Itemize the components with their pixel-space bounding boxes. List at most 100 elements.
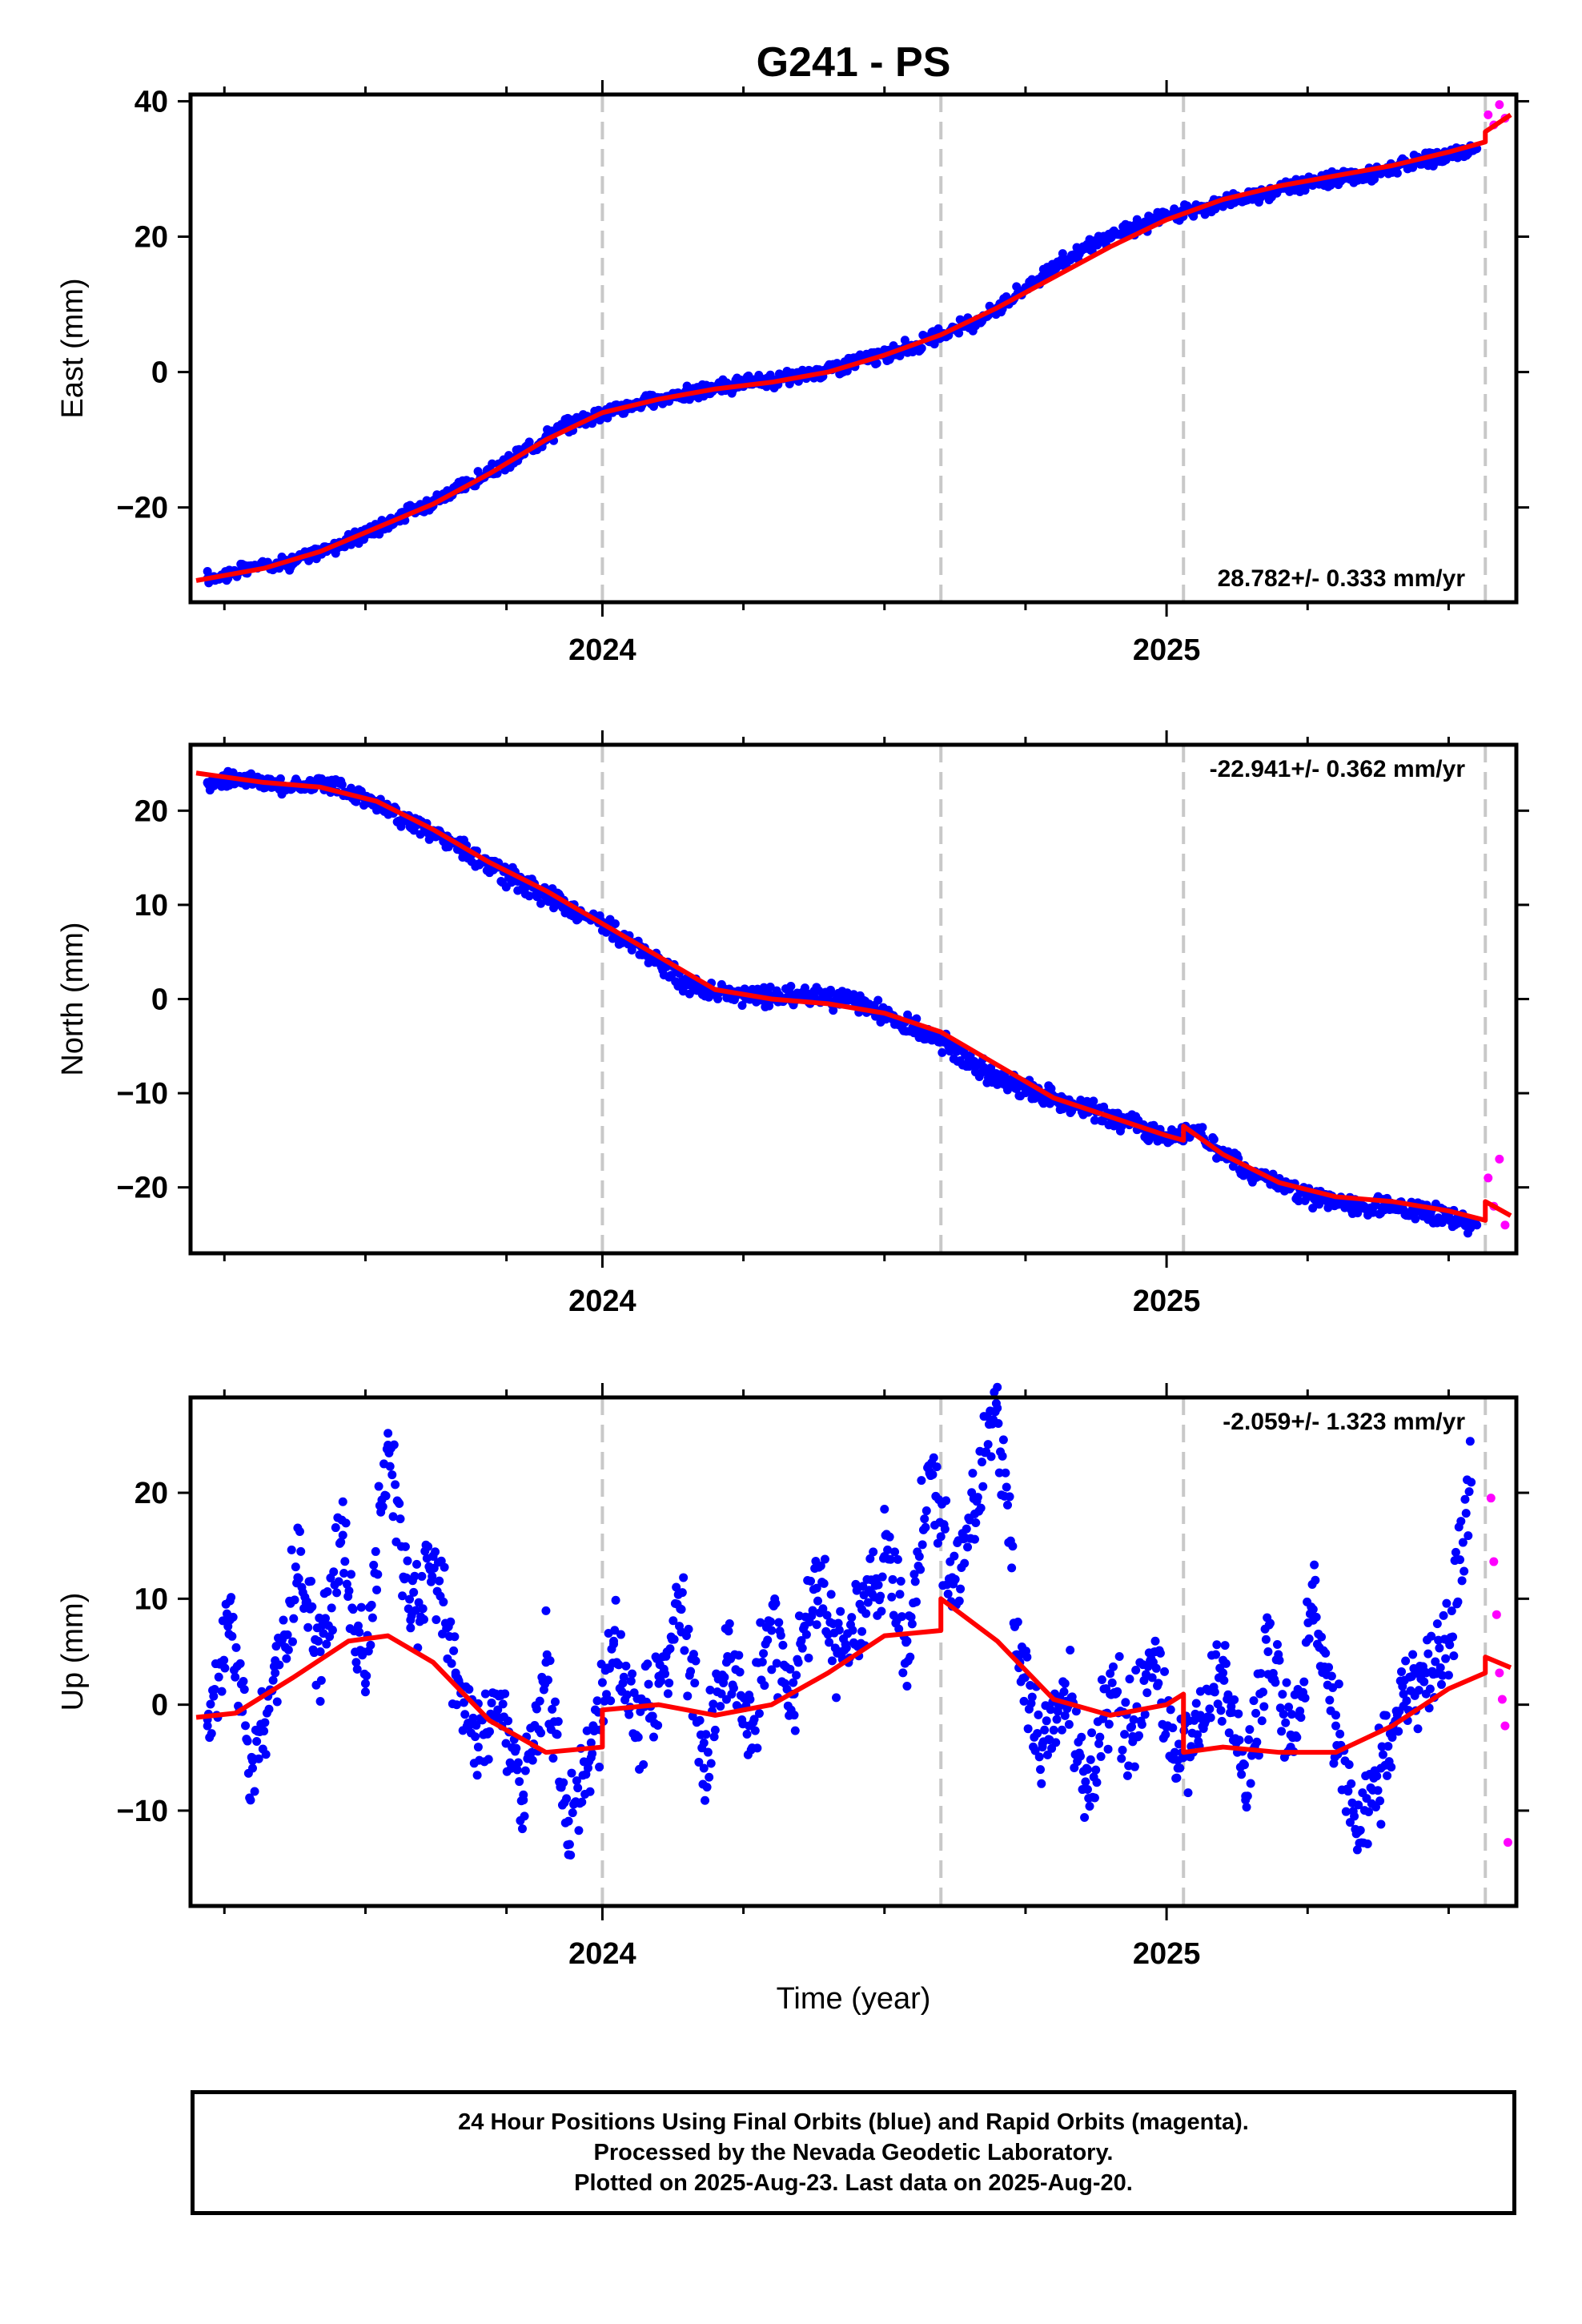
final-orbit-point — [231, 1642, 241, 1652]
final-orbit-anchor-point — [248, 1763, 258, 1773]
up-panel: 2024 2025 −10 0 10 20 Up (mm) -2.059+/- 1.323 m… — [56, 1382, 1529, 1971]
final-orbit-point — [1090, 1116, 1099, 1125]
final-orbit-point — [771, 1598, 781, 1608]
final-orbit-point — [1235, 1735, 1244, 1745]
final-orbit-point — [684, 1624, 693, 1634]
final-orbit-point — [1071, 1707, 1081, 1716]
final-orbit-point — [686, 1667, 696, 1676]
x-tick-label: 2025 — [1133, 1285, 1201, 1318]
final-orbit-point — [716, 1702, 725, 1711]
final-orbit-point — [307, 1576, 316, 1586]
final-orbit-point — [977, 1458, 986, 1467]
final-orbit-point — [1121, 1698, 1130, 1707]
final-orbit-point — [1170, 1747, 1179, 1757]
final-orbit-point — [825, 985, 835, 995]
final-orbit-point — [1113, 1687, 1122, 1696]
final-orbit-point — [432, 1615, 441, 1625]
final-orbit-point — [956, 1584, 966, 1594]
final-orbit-point — [536, 1728, 546, 1738]
final-orbit-point — [1205, 1704, 1215, 1714]
final-orbit-point — [1383, 1742, 1393, 1751]
final-orbit-point — [1245, 1725, 1255, 1735]
final-orbit-point — [261, 1750, 271, 1759]
final-orbit-point — [220, 1663, 230, 1673]
final-orbit-point — [585, 1787, 595, 1796]
final-orbit-point — [801, 1630, 811, 1639]
final-orbit-anchor-point — [1399, 1689, 1408, 1699]
final-orbit-point — [264, 1704, 274, 1714]
final-orbit-point — [1213, 1699, 1223, 1709]
final-orbit-point — [498, 1699, 508, 1709]
final-orbit-point — [252, 1737, 262, 1747]
final-orbit-anchor-point — [1021, 1084, 1030, 1093]
final-orbit-point — [1172, 1773, 1182, 1783]
final-orbit-point — [1246, 1779, 1255, 1788]
final-orbit-point — [905, 1652, 915, 1662]
final-orbit-point — [1059, 1687, 1069, 1697]
final-orbit-point — [929, 1453, 938, 1462]
final-orbit-point — [1001, 1468, 1010, 1478]
final-orbit-point — [1334, 1679, 1343, 1689]
final-orbit-point — [1300, 1693, 1310, 1703]
final-orbit-point — [464, 1684, 474, 1694]
final-orbit-point — [847, 1613, 857, 1622]
final-orbit-anchor-point — [1354, 1827, 1363, 1836]
final-orbit-point — [532, 1704, 541, 1714]
final-orbit-point — [387, 1470, 397, 1480]
final-orbit-point — [1371, 1802, 1380, 1811]
final-orbit-point — [411, 1606, 420, 1615]
final-orbit-anchor-point — [880, 1551, 889, 1561]
rapid-orbit-point — [1495, 1668, 1504, 1678]
caption-line-2: Processed by the Nevada Geodetic Laborat… — [593, 2140, 1114, 2165]
final-orbit-anchor-point — [1241, 1795, 1251, 1805]
final-orbit-point — [586, 1738, 596, 1747]
final-orbit-point — [917, 1476, 926, 1486]
final-orbit-point — [735, 1667, 745, 1677]
final-orbit-point — [552, 1730, 562, 1739]
final-orbit-point — [206, 1699, 215, 1709]
final-orbit-point — [954, 328, 964, 338]
final-orbit-point — [1216, 1706, 1226, 1715]
final-orbit-point — [628, 1669, 637, 1679]
final-orbit-anchor-point — [857, 1605, 867, 1614]
final-orbit-point — [920, 1514, 930, 1524]
final-orbit-point — [1354, 1800, 1363, 1810]
final-orbit-point — [1447, 1606, 1456, 1615]
final-orbit-anchor-point — [1038, 1743, 1047, 1752]
final-orbit-point — [283, 1645, 293, 1655]
final-orbit-point — [303, 1622, 313, 1632]
final-orbit-point — [548, 1704, 557, 1714]
final-orbit-point — [820, 1554, 829, 1564]
final-orbit-point — [1397, 1667, 1407, 1676]
final-orbit-point — [597, 1678, 607, 1687]
final-orbit-point — [942, 1496, 951, 1506]
final-orbit-point — [701, 1795, 710, 1805]
final-orbit-point — [772, 1659, 781, 1668]
north-panel: 2024 2025 −20 −10 0 10 20 North (mm) -22.941+/- … — [56, 730, 1529, 1318]
final-orbit-point — [484, 1727, 494, 1736]
final-orbit-point — [836, 1606, 845, 1616]
final-orbit-point — [1052, 1715, 1062, 1724]
final-orbit-point — [1299, 1677, 1309, 1687]
final-orbit-anchor-point — [1106, 232, 1115, 242]
final-orbit-point — [706, 1759, 716, 1768]
final-orbit-point — [806, 1576, 816, 1586]
final-orbit-point — [268, 1675, 278, 1685]
final-orbit-point — [1066, 1646, 1075, 1655]
final-orbit-point — [342, 1579, 351, 1589]
final-orbit-point — [409, 1587, 419, 1597]
final-orbit-point — [260, 1718, 270, 1727]
final-orbit-point — [371, 1546, 380, 1556]
final-orbit-point — [1206, 1713, 1215, 1723]
y-tick-label: 20 — [135, 221, 168, 255]
final-orbit-point — [424, 1542, 433, 1551]
final-orbit-point — [745, 1695, 755, 1704]
final-orbit-point — [702, 1783, 712, 1792]
final-orbit-point — [872, 359, 881, 368]
final-orbit-point — [528, 1755, 537, 1765]
final-orbit-point — [338, 1497, 347, 1506]
final-orbit-point — [885, 1532, 894, 1542]
final-orbit-point — [1081, 1777, 1090, 1787]
final-orbit-point — [797, 1635, 806, 1645]
y-tick-label: 20 — [135, 794, 168, 828]
